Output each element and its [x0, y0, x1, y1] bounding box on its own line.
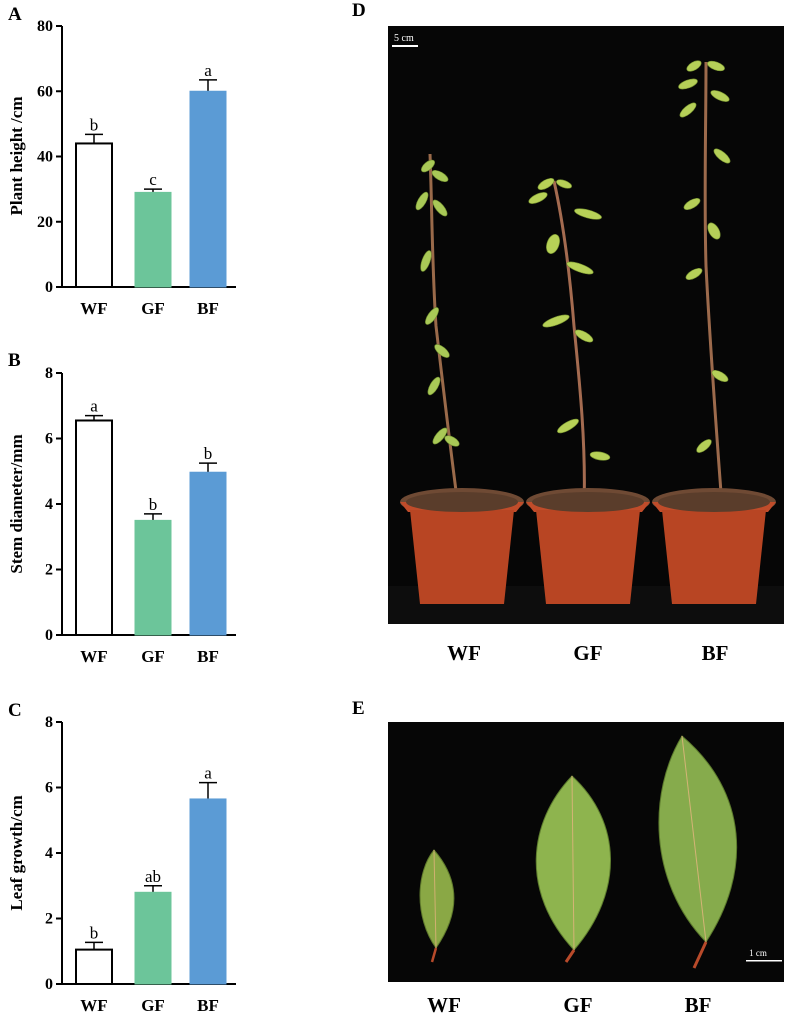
y-tick-label-a: 80: [37, 18, 53, 35]
y-tick-label-c: 0: [45, 976, 53, 993]
leaves-photo: 1 cm: [388, 722, 784, 982]
bar-c-wf: [75, 948, 113, 985]
photo-e-label-wf: WF: [427, 993, 461, 1017]
bar-a-bf: [189, 90, 227, 288]
y-tick-label-b: 8: [45, 365, 53, 382]
y-tick-label-c: 2: [45, 911, 53, 928]
y-tick-label-b: 2: [45, 562, 53, 579]
panel-letter-d: D: [352, 0, 366, 21]
panel-letter-e: E: [352, 698, 365, 719]
bar-c-bf: [189, 798, 227, 985]
bar-b-gf: [134, 519, 172, 636]
category-label-a-wf: WF: [80, 299, 107, 318]
significance-label-b-gf: b: [149, 495, 158, 514]
bar-a-wf: [75, 142, 113, 288]
y-tick-label-b: 4: [45, 496, 53, 513]
significance-label-a-wf: b: [90, 115, 99, 134]
y-tick-label-c: 6: [45, 780, 53, 797]
category-label-b-wf: WF: [80, 647, 107, 666]
category-label-b-bf: BF: [197, 647, 219, 666]
category-label-c-bf: BF: [197, 996, 219, 1015]
significance-label-b-wf: a: [90, 397, 98, 416]
photo-e-label-gf: GF: [563, 993, 593, 1017]
significance-label-a-gf: c: [149, 170, 157, 189]
y-tick-label-c: 8: [45, 714, 53, 731]
scale-bar-1cm: [746, 960, 782, 962]
significance-label-a-bf: a: [204, 61, 212, 80]
panel-letter-c: C: [8, 700, 22, 721]
scale-label-1cm: 1 cm: [749, 948, 767, 958]
y-axis-title-c: Leaf growth/cm: [7, 795, 26, 910]
bar-c-gf: [134, 891, 172, 985]
y-axis-title-b: Stem diameter/mm: [7, 434, 26, 573]
y-tick-label-a: 60: [37, 83, 53, 100]
plants-illustration: 5 cm: [388, 26, 784, 624]
y-tick-label-b: 6: [45, 431, 53, 448]
y-axis-title-a: Plant height /cm: [7, 97, 26, 216]
category-label-b-gf: GF: [141, 647, 165, 666]
photo-d-label-bf: BF: [701, 641, 729, 665]
significance-label-b-bf: b: [204, 444, 213, 463]
significance-label-c-gf: ab: [145, 867, 161, 886]
leaves-illustration: 1 cm: [388, 722, 784, 982]
photo-e-label-bf: BF: [684, 993, 712, 1017]
y-tick-label-c: 4: [45, 845, 53, 862]
significance-label-c-wf: b: [90, 923, 99, 942]
photo-d-label-gf: GF: [573, 641, 603, 665]
y-tick-label-a: 20: [37, 214, 53, 231]
bar-b-wf: [75, 419, 113, 636]
category-label-a-gf: GF: [141, 299, 165, 318]
plants-photo: 5 cm: [388, 26, 784, 624]
category-label-a-bf: BF: [197, 299, 219, 318]
panel-letter-a: A: [8, 4, 22, 25]
y-tick-label-b: 0: [45, 627, 53, 644]
panel-letter-b: B: [8, 350, 21, 371]
significance-label-c-bf: a: [204, 764, 212, 783]
bar-b-bf: [189, 471, 227, 636]
scale-bar-5cm: [392, 45, 418, 47]
photo-d-label-wf: WF: [447, 641, 481, 665]
scale-label-5cm: 5 cm: [394, 33, 414, 44]
category-label-c-gf: GF: [141, 996, 165, 1015]
y-tick-label-a: 40: [37, 149, 53, 166]
category-label-c-wf: WF: [80, 996, 107, 1015]
bar-a-gf: [134, 191, 172, 288]
y-tick-label-a: 0: [45, 279, 53, 296]
